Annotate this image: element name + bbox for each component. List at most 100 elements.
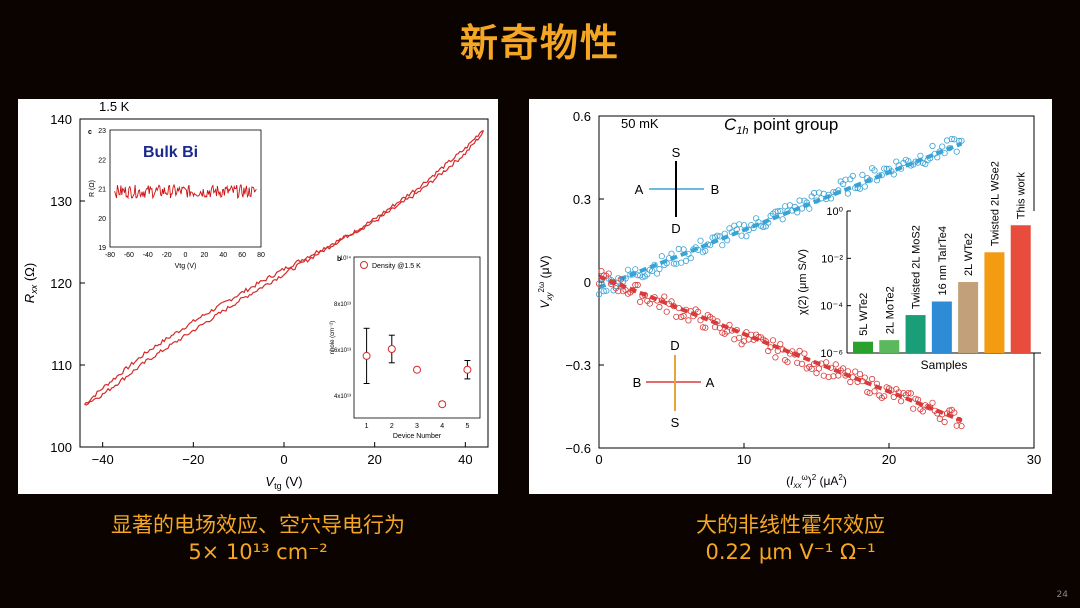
bar-1 — [879, 340, 900, 353]
data-point — [675, 245, 682, 253]
x-tick-label: 20 — [882, 452, 896, 467]
inset-y-tick-label: 22 — [98, 157, 106, 164]
inset-frame — [353, 256, 481, 419]
nonlinear-hall-chart: −0.6 −0.3 0 0.3 0.6 0 10 20 30 Vxy2ω (μV) (Ixxω)2 … — [537, 109, 1041, 490]
inset-x-tick-label: 80 — [257, 252, 265, 259]
inset-legend-marker — [360, 261, 368, 269]
bar-label: This work — [1016, 172, 1028, 220]
data-point — [632, 281, 639, 289]
inset-legend-label: Density @1.5 K — [372, 263, 421, 270]
data-point — [859, 171, 866, 179]
inset-y-tick-label: 19 — [98, 245, 106, 252]
data-point — [769, 337, 777, 344]
bar-label: Twisted 2L MoS2 — [911, 225, 923, 309]
inset-y-axis-label: R (Ω) — [89, 180, 96, 197]
x-tick-label: −40 — [92, 452, 114, 467]
data-point — [777, 341, 784, 348]
inset-x-tick-label: 0 — [184, 252, 188, 259]
density-point — [413, 365, 421, 374]
data-point — [685, 317, 692, 324]
data-point — [736, 221, 743, 228]
right-caption: 大的非线性霍尔效应 0.22 μm V⁻¹ Ω⁻¹ — [529, 512, 1052, 566]
bar-label: 2L MoTe2 — [884, 286, 896, 334]
y-tick-label: 120 — [50, 276, 72, 291]
data-point — [605, 270, 612, 277]
data-point — [849, 172, 856, 180]
y-tick-label: 100 — [50, 440, 72, 455]
legend-label: S — [671, 415, 680, 430]
inset-x-tick-label: 4 — [440, 423, 444, 430]
inset-bulk-bi: c 19 20 21 22 23 -80 -60 -40 -20 0 20 40 60 80 R (Ω) Vtg… — [88, 128, 265, 270]
data-point — [772, 354, 779, 361]
left-figure-panel: 100 110 120 130 140 −40 −20 0 20 40 Rxx (Ω) Vtg (V)… — [18, 99, 498, 494]
inset-x-tick-label: 60 — [238, 252, 246, 259]
inset-title: Bulk Bi — [143, 144, 198, 161]
right-caption-line1: 大的非线性霍尔效应 — [696, 513, 885, 537]
inset-y-tick-label: 6x10¹³ — [334, 348, 351, 354]
rxx-curve-1 — [84, 129, 484, 406]
y-axis-label: Rxx (Ω) — [22, 263, 39, 303]
x-tick-label: 30 — [1027, 452, 1041, 467]
data-point — [868, 375, 876, 383]
data-point — [784, 358, 791, 366]
data-point — [939, 143, 946, 150]
inset-panel-label: b — [337, 256, 341, 263]
data-point — [726, 321, 733, 328]
inset-x-tick-label: 40 — [219, 252, 227, 259]
series-0 — [595, 135, 965, 298]
data-point — [782, 203, 789, 210]
legend-label: D — [670, 338, 679, 353]
data-point — [890, 171, 897, 178]
chart-title: C1h point group — [724, 115, 838, 137]
inset-x-tick-label: -60 — [124, 252, 134, 259]
inset-x-tick-label: 3 — [415, 423, 419, 430]
inset-x-tick-label: -20 — [162, 252, 172, 259]
y-tick-label: 110 — [51, 358, 72, 373]
data-point — [958, 137, 965, 144]
data-point — [600, 288, 607, 295]
bar-4 — [958, 282, 979, 353]
bar-3 — [931, 301, 952, 353]
data-point — [917, 152, 924, 159]
series-1 — [595, 268, 965, 430]
x-axis-label: (Ixxω)2 (μA2) — [786, 473, 847, 490]
right-figure-panel: −0.6 −0.3 0 0.3 0.6 0 10 20 30 Vxy2ω (μV) (Ixxω)2 … — [529, 99, 1052, 494]
data-point — [897, 398, 905, 405]
temperature-label: 50 mK — [621, 116, 659, 131]
bar-label: Twisted 2L WSe2 — [989, 161, 1001, 246]
bar-2 — [905, 315, 926, 353]
data-point — [808, 365, 815, 372]
data-point — [861, 374, 868, 381]
data-point — [697, 317, 704, 324]
data-point — [772, 208, 779, 215]
slide-number: 24 — [1056, 590, 1068, 600]
data-point — [716, 324, 723, 331]
data-point — [951, 409, 958, 416]
data-point — [929, 142, 936, 150]
density-point — [463, 365, 472, 374]
data-point — [673, 313, 680, 320]
y-tick-label: −0.6 — [565, 441, 591, 456]
data-point — [832, 361, 839, 368]
data-point — [825, 373, 832, 381]
y-tick-label: 0 — [584, 275, 591, 290]
data-point — [810, 189, 818, 197]
y-axis-label: Vxy2ω (μV) — [537, 256, 554, 309]
data-point — [777, 207, 784, 215]
data-point — [779, 216, 786, 223]
legend-label: D — [671, 221, 680, 236]
data-point — [699, 324, 706, 331]
density-point — [362, 351, 371, 360]
data-point — [738, 232, 745, 239]
data-point — [847, 378, 854, 386]
data-point — [796, 197, 803, 204]
data-point — [668, 250, 675, 257]
inset-y-tick-label: 4x10¹³ — [334, 394, 351, 400]
data-point — [948, 135, 955, 143]
left-caption-line2: 5× 10¹³ cm⁻² — [188, 540, 328, 564]
fit-line — [598, 274, 963, 423]
data-point — [774, 208, 781, 215]
data-point — [890, 393, 897, 401]
data-point — [714, 232, 721, 239]
